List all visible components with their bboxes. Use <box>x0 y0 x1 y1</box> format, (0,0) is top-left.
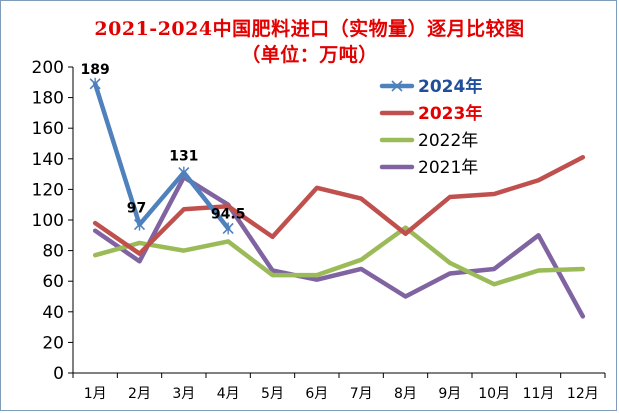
x-tick-label: 5月 <box>261 386 284 402</box>
series-line <box>92 155 586 256</box>
y-tick-label: 180 <box>32 89 64 109</box>
x-tick-label: 1月 <box>84 386 107 402</box>
data-label: 94.5 <box>211 206 246 222</box>
y-tick-label: 120 <box>32 180 64 200</box>
chart-title: 2021-2024中国肥料进口（实物量）逐月比较图 <box>94 18 525 40</box>
x-tick-label: 11月 <box>523 386 555 402</box>
legend-label: 2024年 <box>418 76 482 97</box>
y-tick-label: 40 <box>42 303 64 323</box>
y-tick-label: 140 <box>32 150 64 170</box>
x-tick-label: 3月 <box>172 386 195 402</box>
x-tick-label: 9月 <box>438 386 461 402</box>
y-tick-label: 20 <box>42 333 64 353</box>
chart-axes: 0 20 40 60 80 100 120 140 160 180 200 1月 2月 3月 4月 5月 6月 7… <box>32 58 606 402</box>
data-label: 131 <box>169 149 198 165</box>
legend-label: 2021年 <box>418 158 478 178</box>
x-tick-label: 4月 <box>217 386 240 402</box>
x-tick-label: 6月 <box>305 386 328 402</box>
x-tick-label: 12月 <box>567 386 599 402</box>
y-tick-label: 0 <box>53 364 64 384</box>
chart-subtitle: （单位：万吨） <box>241 44 378 66</box>
y-tick-label: 200 <box>32 58 64 78</box>
x-tick-label: 10月 <box>478 386 510 402</box>
x-tick-label: 8月 <box>394 386 417 402</box>
y-tick-label: 80 <box>42 242 64 262</box>
data-labels: 189 97 131 94.5 <box>81 62 246 223</box>
x-tick-label: 7月 <box>350 386 373 402</box>
series-line <box>92 81 231 231</box>
legend-item: 2024年 <box>379 76 482 97</box>
data-point-marker <box>89 77 101 90</box>
legend-item: 2021年 <box>379 158 478 178</box>
data-label: 189 <box>81 62 110 78</box>
y-tick-label: 100 <box>32 211 64 231</box>
series-line <box>92 174 586 319</box>
legend-label: 2023年 <box>418 103 482 124</box>
legend-item: 2022年 <box>379 131 478 151</box>
data-point-marker <box>178 166 190 179</box>
y-tick-label: 160 <box>32 119 64 139</box>
legend-label: 2022年 <box>418 131 478 151</box>
data-point-marker <box>133 218 146 231</box>
y-tick-label: 60 <box>42 272 64 292</box>
data-label: 97 <box>127 201 146 217</box>
series-lines <box>89 77 586 319</box>
data-point-marker <box>222 222 234 235</box>
legend: 2024年 2023年 2022年 2021年 <box>379 76 482 178</box>
legend-item: 2023年 <box>379 103 482 124</box>
x-tick-label: 2月 <box>128 386 151 402</box>
series-line <box>92 225 586 287</box>
legend-marker <box>391 80 403 92</box>
